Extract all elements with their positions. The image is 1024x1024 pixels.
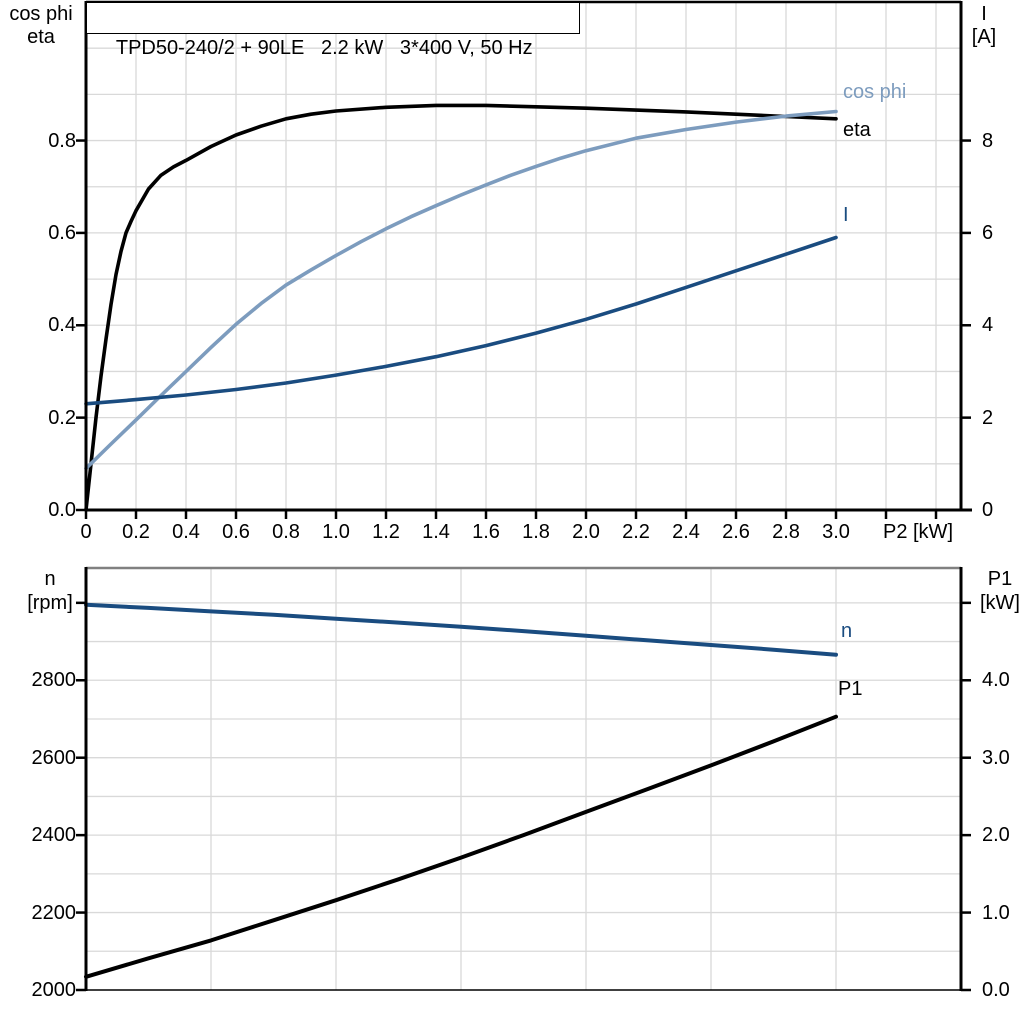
x-tick-label: 0	[80, 521, 92, 543]
x-tick-label: 0.4	[172, 521, 200, 543]
y-tick-label-left: 0.6	[48, 221, 76, 244]
x-tick-label: 0.6	[222, 521, 250, 543]
y-tick-label-left: 0.8	[48, 129, 76, 152]
y-tick-label-right: 0	[982, 499, 994, 521]
y-tick-label-left: 2400	[31, 824, 77, 847]
curve-label-speed: n	[841, 620, 853, 642]
curve-label-eta: eta	[843, 119, 871, 141]
curve-n	[84, 602, 838, 657]
right-axis-title-line2: [kW]	[980, 592, 1020, 614]
x-tick-label: 1.4	[422, 521, 450, 543]
x-tick-label: 1.8	[522, 521, 550, 543]
x-tick-label: 0.8	[272, 521, 300, 543]
curve-eta	[84, 103, 838, 512]
y-tick-label-left: 2200	[31, 901, 77, 924]
x-tick-label: 2.6	[722, 521, 750, 543]
y-tick-label-left: 0.4	[48, 314, 76, 337]
y-tick-label-left: 2000	[31, 979, 77, 1001]
x-axis-label: P2 [kW]	[882, 521, 953, 543]
curve-label-current: I	[843, 204, 849, 226]
y-tick-label-right: 8	[982, 129, 994, 152]
x-tick-label: 1.6	[472, 521, 500, 543]
title-text: TPD50-240/2 + 90LE 2.2 kW 3*400 V, 50 Hz	[115, 37, 533, 59]
bottom-chart-right-axis-title: P1 [kW]	[967, 567, 1024, 615]
curve-i	[84, 235, 838, 406]
y-tick-label-left: 2800	[31, 669, 77, 692]
y-tick-label-left: 2600	[31, 746, 77, 769]
right-axis-title-line1: P1	[987, 568, 1013, 590]
left-axis-title-line1: cos phi	[9, 3, 73, 25]
bottom-chart-left-axis-title: n [rpm]	[17, 567, 83, 615]
left-axis-title-line2: eta	[27, 26, 55, 48]
right-axis-title-line1: I	[981, 3, 987, 25]
y-tick-label-right: 3.0	[982, 746, 1010, 769]
x-tick-label: 1.0	[322, 521, 350, 543]
x-tick-label: 2.4	[672, 521, 700, 543]
x-tick-label: 3.0	[822, 521, 850, 543]
x-tick-label: 2.0	[572, 521, 600, 543]
left-axis-title-line2: [rpm]	[27, 592, 73, 614]
title-box: TPD50-240/2 + 90LE 2.2 kW 3*400 V, 50 Hz	[86, 2, 580, 59]
y-tick-label-right: 6	[982, 221, 994, 244]
x-tick-label: 1.2	[372, 521, 400, 543]
x-tick-label: 2.2	[622, 521, 650, 543]
y-tick-label-left: 0.0	[48, 499, 76, 521]
y-tick-label-right: 2.0	[982, 824, 1010, 847]
top-chart-left-axis-title: cos phi eta	[8, 3, 74, 49]
y-tick-label-left: 0.2	[48, 406, 76, 429]
y-tick-label-right: 0.0	[982, 979, 1010, 1001]
top-chart-right-axis-title: I [A]	[952, 3, 1016, 49]
right-axis-title-line2: [A]	[971, 26, 997, 48]
y-tick-label-right: 2	[982, 406, 994, 429]
curve-label-p1: P1	[838, 678, 863, 700]
y-tick-label-right: 1.0	[982, 901, 1010, 924]
curve-cos-phi	[84, 109, 838, 471]
curve-p1	[84, 714, 838, 979]
left-axis-title-line1: n	[44, 568, 56, 590]
x-tick-label: 2.8	[772, 521, 800, 543]
x-tick-label: 0.2	[122, 521, 150, 543]
y-tick-label-right: 4	[982, 314, 994, 337]
y-tick-label-right: 4.0	[982, 669, 1010, 692]
curve-label-cos-phi: cos phi	[843, 81, 907, 103]
